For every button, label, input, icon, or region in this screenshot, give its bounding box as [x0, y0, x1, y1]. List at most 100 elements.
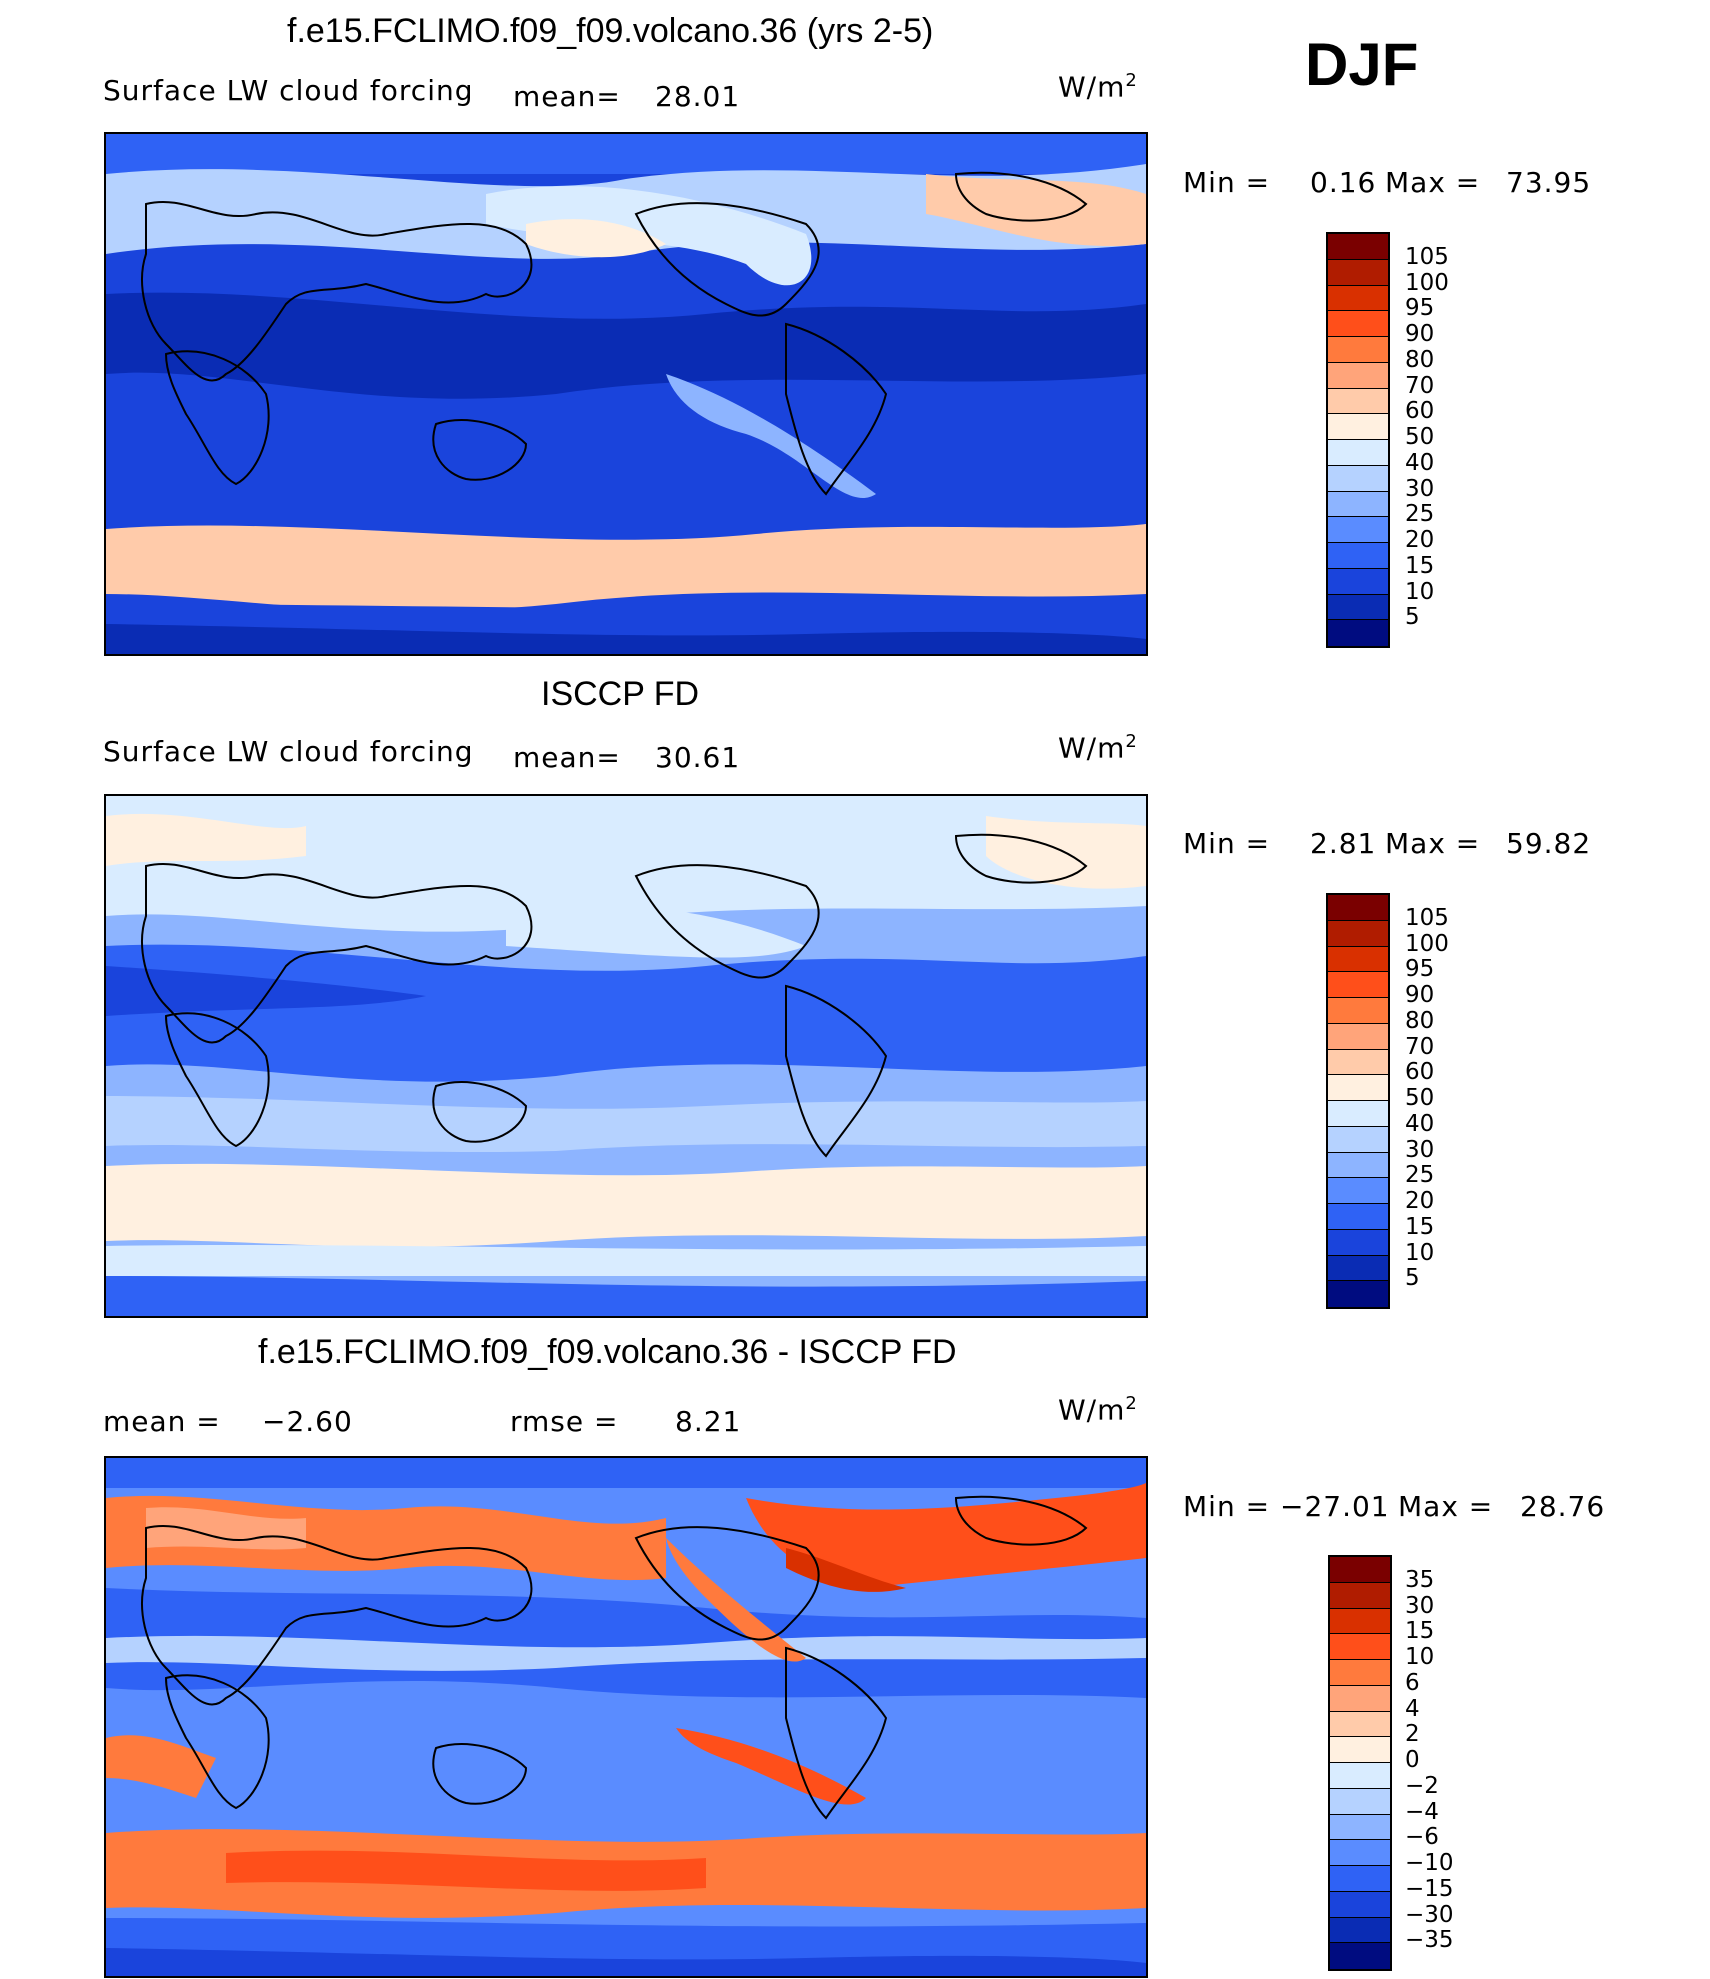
colorbar-box: [1328, 543, 1388, 569]
panel1-mean-value: 28.01: [655, 80, 741, 113]
colorbar-tick-label: 15: [1405, 552, 1435, 579]
colorbar-tick-label: 80: [1405, 1007, 1435, 1034]
panel2-max-value: 59.82: [1506, 827, 1592, 860]
colorbar-box: [1328, 1049, 1388, 1076]
panel3-rmse-label: rmse =: [510, 1405, 619, 1438]
colorbar-box: [1330, 1891, 1390, 1918]
colorbar-box: [1328, 620, 1388, 646]
colorbar-tick-label: 15: [1405, 1618, 1435, 1645]
colorbar-box: [1330, 1943, 1390, 1969]
panel3-map: [104, 1456, 1148, 1978]
colorbar-tick-label: 10: [1405, 1239, 1435, 1266]
colorbar-tick-label: 5: [1405, 1265, 1420, 1292]
colorbar-tick-label: 35: [1405, 1566, 1435, 1593]
colorbar-box: [1328, 337, 1388, 363]
panel2-map: [104, 794, 1148, 1318]
colorbar-box: [1328, 259, 1388, 286]
colorbar-tick-label: 60: [1405, 1059, 1435, 1086]
colorbar-box: [1328, 285, 1388, 312]
colorbar-tick-label: 10: [1405, 578, 1435, 605]
colorbar-box: [1330, 1917, 1390, 1944]
colorbar-box: [1328, 1152, 1388, 1179]
panel2-variable: Surface LW cloud forcing: [103, 735, 474, 768]
colorbar-tick-label: 95: [1405, 956, 1435, 983]
colorbar-box: [1328, 465, 1388, 492]
colorbar-tick-label: 5: [1405, 604, 1420, 631]
colorbar-box: [1330, 1814, 1390, 1841]
colorbar-tick-label: 70: [1405, 372, 1435, 399]
colorbar-box: [1330, 1763, 1390, 1789]
colorbar-tick-label: 30: [1405, 475, 1435, 502]
colorbar-box: [1330, 1711, 1390, 1738]
colorbar-tick-label: 95: [1405, 295, 1435, 322]
panel3-units: W/m2: [1058, 1393, 1138, 1427]
colorbar-box: [1328, 388, 1388, 415]
colorbar-box: [1328, 1229, 1388, 1256]
colorbar-tick-label: 105: [1405, 904, 1449, 931]
colorbar-box: [1330, 1582, 1390, 1609]
colorbar-tick-label: 30: [1405, 1592, 1435, 1619]
panel3-mean-label: mean =: [103, 1405, 221, 1438]
colorbar-box: [1328, 311, 1388, 337]
panel1-variable: Surface LW cloud forcing: [103, 74, 474, 107]
colorbar-box: [1330, 1685, 1390, 1712]
colorbar-tick-label: 25: [1405, 501, 1435, 528]
colorbar-box: [1330, 1608, 1390, 1635]
panel2-min-value: 2.81: [1310, 827, 1377, 860]
colorbar-box: [1328, 1075, 1388, 1101]
colorbar-tick-label: −35: [1405, 1927, 1454, 1954]
colorbar-box: [1328, 1255, 1388, 1282]
panel3-max-label: Max =: [1398, 1490, 1494, 1523]
colorbar-box: [1328, 491, 1388, 518]
colorbar-box: [1330, 1840, 1390, 1866]
colorbar-box: [1328, 517, 1388, 543]
colorbar-tick-label: 2: [1405, 1721, 1420, 1748]
colorbar-box: [1328, 946, 1388, 973]
colorbar-box: [1328, 234, 1388, 260]
colorbar-tick-label: 40: [1405, 1110, 1435, 1137]
colorbar-tick-label: −2: [1405, 1772, 1439, 1799]
colorbar-box: [1328, 1204, 1388, 1230]
colorbar-tick-label: 20: [1405, 1188, 1435, 1214]
panel1-map: [104, 132, 1148, 656]
colorbar-box: [1328, 1178, 1388, 1204]
panel3-rmse-value: 8.21: [675, 1405, 742, 1438]
panel1-units: W/m2: [1058, 70, 1138, 104]
colorbar-tick-label: 10: [1405, 1644, 1435, 1670]
colorbar-tick-label: 100: [1405, 269, 1449, 296]
panel3-mean-value: −2.60: [262, 1405, 353, 1438]
colorbar-box: [1328, 594, 1388, 621]
colorbar-tick-label: 70: [1405, 1033, 1435, 1060]
colorbar-tick-label: −4: [1405, 1798, 1439, 1825]
colorbar-tick-label: 25: [1405, 1162, 1435, 1189]
colorbar-tick-label: 60: [1405, 398, 1435, 425]
colorbar-box: [1328, 972, 1388, 998]
colorbar-box: [1328, 1023, 1388, 1050]
panel1-colorbar: [1326, 232, 1390, 648]
panel3-colorbar: [1328, 1555, 1392, 1971]
panel1-max-label: Max =: [1385, 166, 1481, 199]
panel3-max-value: 28.76: [1520, 1490, 1606, 1523]
colorbar-tick-label: −15: [1405, 1875, 1454, 1902]
panel1-title: f.e15.FCLIMO.f09_f09.volcano.36 (yrs 2-5…: [287, 12, 934, 50]
panel1-mean-label: mean=: [513, 80, 621, 113]
colorbar-tick-label: −10: [1405, 1850, 1454, 1876]
panel2-units: W/m2: [1058, 731, 1138, 765]
colorbar-box: [1328, 1281, 1388, 1307]
colorbar-tick-label: 15: [1405, 1213, 1435, 1240]
colorbar-box: [1328, 568, 1388, 595]
panel1-min-value: 0.16: [1310, 166, 1377, 199]
colorbar-tick-label: 100: [1405, 930, 1449, 957]
colorbar-box: [1330, 1660, 1390, 1686]
colorbar-tick-label: 40: [1405, 449, 1435, 476]
colorbar-tick-label: 90: [1405, 321, 1435, 347]
colorbar-tick-label: 20: [1405, 527, 1435, 553]
panel3-min-value: −27.01: [1280, 1490, 1390, 1523]
colorbar-tick-label: 4: [1405, 1695, 1420, 1722]
panel2-colorbar: [1326, 893, 1390, 1309]
panel2-min-label: Min =: [1183, 827, 1271, 860]
colorbar-tick-label: −6: [1405, 1824, 1439, 1851]
panel2-title: ISCCP FD: [541, 675, 700, 713]
panel2-mean-label: mean=: [513, 741, 621, 774]
colorbar-box: [1328, 920, 1388, 947]
